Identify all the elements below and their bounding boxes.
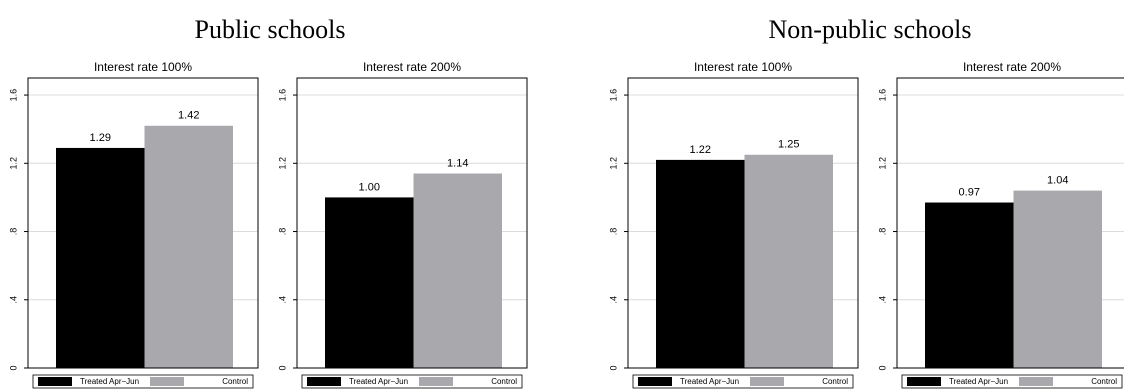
y-tick-label: .8: [877, 228, 887, 236]
legend-swatch: [750, 377, 784, 386]
legend-label: Control: [1091, 377, 1117, 386]
bar: [413, 173, 502, 368]
y-tick-label: .8: [8, 228, 18, 236]
group-title: Non-public schools: [769, 15, 972, 44]
legend-swatch: [307, 377, 341, 386]
y-tick-label: 1.6: [877, 89, 887, 102]
bar: [744, 154, 833, 368]
y-tick-label: 0: [277, 365, 287, 370]
legend-swatch: [38, 377, 72, 386]
legend-label: Treated Apr−Jun: [680, 377, 739, 386]
value-label: 1.00: [359, 181, 380, 193]
value-label: 0.97: [959, 186, 980, 198]
legend-box: [32, 374, 254, 389]
value-label: 1.04: [1047, 174, 1068, 186]
y-tick-label: 0: [8, 365, 18, 370]
legend-box: [901, 374, 1123, 389]
bar: [325, 197, 414, 368]
legend-box: [632, 374, 854, 389]
y-tick-label: .4: [8, 296, 18, 304]
y-tick-label: 0: [608, 365, 618, 370]
y-tick-label: 0: [877, 365, 887, 370]
y-tick-label: 1.2: [608, 157, 618, 170]
bar: [144, 125, 233, 368]
legend-label: Treated Apr−Jun: [949, 377, 1008, 386]
y-tick-label: .4: [277, 296, 287, 304]
bar: [56, 147, 145, 368]
legend-label: Control: [491, 377, 517, 386]
y-tick-label: 1.6: [608, 89, 618, 102]
legend-label: Treated Apr−Jun: [349, 377, 408, 386]
legend-swatch: [638, 377, 672, 386]
bar: [925, 202, 1014, 368]
value-label: 1.42: [178, 110, 199, 122]
y-tick-label: .8: [277, 228, 287, 236]
legend-label: Control: [222, 377, 248, 386]
legend-swatch: [1019, 377, 1053, 386]
panel-title: Interest rate 200%: [363, 60, 461, 74]
y-tick-label: .4: [877, 296, 887, 304]
plot-frame: [296, 77, 528, 369]
value-label: 1.25: [778, 139, 799, 151]
y-tick-label: .4: [608, 296, 618, 304]
y-tick-label: 1.6: [277, 89, 287, 102]
legend-label: Treated Apr−Jun: [80, 377, 139, 386]
panel-title: Interest rate 100%: [694, 60, 792, 74]
legend-box: [301, 374, 523, 389]
value-label: 1.29: [90, 132, 111, 144]
y-tick-label: .8: [608, 228, 618, 236]
value-label: 1.14: [447, 157, 468, 169]
y-tick-label: 1.2: [877, 157, 887, 170]
group-title: Public schools: [195, 15, 346, 44]
panel-title: Interest rate 200%: [963, 60, 1061, 74]
y-tick-label: 1.2: [8, 157, 18, 170]
plot-frame: [896, 77, 1124, 369]
legend-label: Control: [822, 377, 848, 386]
y-tick-label: 1.6: [8, 89, 18, 102]
bar: [656, 159, 745, 368]
plot-frame: [627, 77, 859, 369]
panel-title: Interest rate 100%: [94, 60, 192, 74]
legend-swatch: [907, 377, 941, 386]
legend-swatch: [150, 377, 184, 386]
plot-frame: [27, 77, 259, 369]
y-tick-label: 1.2: [277, 157, 287, 170]
legend-swatch: [419, 377, 453, 386]
value-label: 1.22: [690, 144, 711, 156]
bar: [1013, 190, 1102, 368]
